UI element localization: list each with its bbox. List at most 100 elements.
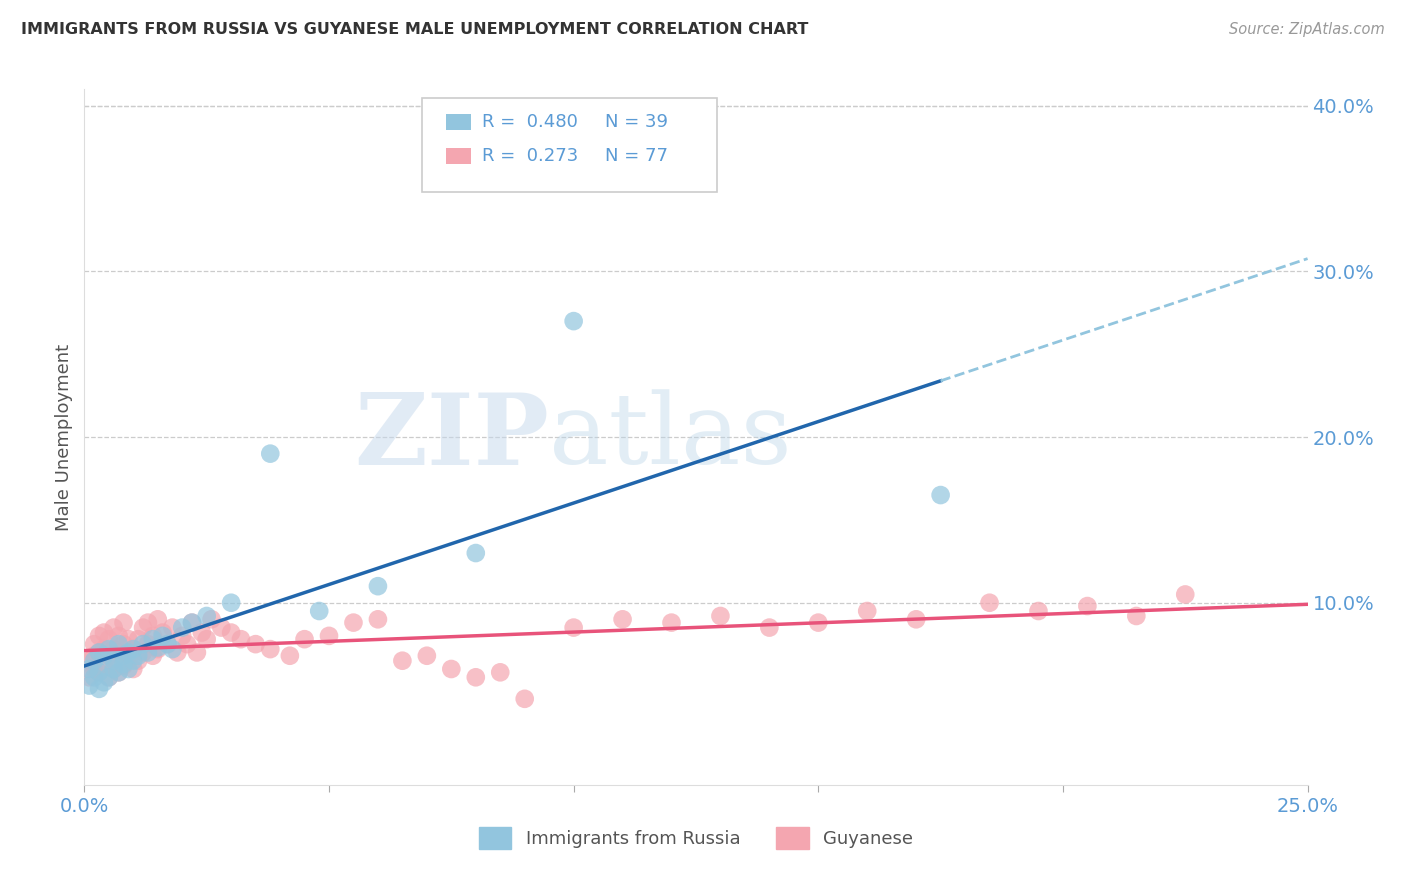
Point xyxy=(219,625,242,640)
Point xyxy=(117,654,139,668)
Point xyxy=(259,642,281,657)
Point xyxy=(127,654,149,668)
Point xyxy=(146,612,169,626)
Point xyxy=(1174,587,1197,601)
Point xyxy=(176,637,198,651)
Point xyxy=(209,621,232,635)
Point xyxy=(152,629,174,643)
Text: atlas: atlas xyxy=(550,389,792,485)
Point xyxy=(142,648,165,663)
Point xyxy=(83,637,105,651)
Point xyxy=(97,642,120,657)
Point xyxy=(107,637,129,651)
Point xyxy=(464,546,486,560)
Legend: Immigrants from Russia, Guyanese: Immigrants from Russia, Guyanese xyxy=(471,820,921,856)
Point xyxy=(93,625,115,640)
Point xyxy=(77,670,100,684)
Point xyxy=(77,662,100,676)
Point xyxy=(162,621,184,635)
Point xyxy=(416,648,439,663)
Point xyxy=(156,637,179,651)
Point xyxy=(122,642,145,657)
Point xyxy=(87,681,110,696)
Point xyxy=(117,645,139,659)
Point xyxy=(142,632,165,647)
Point xyxy=(259,447,281,461)
Point xyxy=(367,612,389,626)
Point xyxy=(200,612,222,626)
Point xyxy=(127,648,149,663)
Point xyxy=(83,670,105,684)
Point xyxy=(172,629,194,643)
Point xyxy=(186,645,208,659)
Text: N = 39: N = 39 xyxy=(605,113,668,131)
Point xyxy=(117,632,139,647)
Point xyxy=(87,629,110,643)
Point xyxy=(136,645,159,659)
Point xyxy=(136,637,159,651)
Point xyxy=(758,621,780,635)
Point xyxy=(152,625,174,640)
Point xyxy=(136,615,159,630)
Point xyxy=(93,642,115,657)
Point xyxy=(166,645,188,659)
Point xyxy=(132,621,155,635)
Point xyxy=(219,596,242,610)
Text: R =  0.273: R = 0.273 xyxy=(482,147,578,165)
Point xyxy=(709,609,731,624)
Point xyxy=(122,642,145,657)
Point xyxy=(122,654,145,668)
Point xyxy=(146,640,169,655)
Point xyxy=(440,662,463,676)
Point xyxy=(181,615,204,630)
Point xyxy=(342,615,364,630)
Point xyxy=(856,604,879,618)
Point xyxy=(562,621,585,635)
Point xyxy=(929,488,952,502)
Point xyxy=(162,642,184,657)
Text: R =  0.480: R = 0.480 xyxy=(482,113,578,131)
Point xyxy=(93,658,115,673)
Point xyxy=(112,615,135,630)
Point xyxy=(122,662,145,676)
Point xyxy=(97,670,120,684)
Point xyxy=(172,621,194,635)
Point xyxy=(1076,599,1098,613)
Point xyxy=(127,632,149,647)
Point xyxy=(905,612,928,626)
Text: N = 77: N = 77 xyxy=(605,147,668,165)
Point xyxy=(464,670,486,684)
Point xyxy=(807,615,830,630)
Point xyxy=(391,654,413,668)
Point xyxy=(181,615,204,630)
Point xyxy=(156,637,179,651)
Point xyxy=(103,642,125,657)
Point xyxy=(77,654,100,668)
Point xyxy=(97,670,120,684)
Point xyxy=(513,691,536,706)
Point xyxy=(1028,604,1050,618)
Text: IMMIGRANTS FROM RUSSIA VS GUYANESE MALE UNEMPLOYMENT CORRELATION CHART: IMMIGRANTS FROM RUSSIA VS GUYANESE MALE … xyxy=(21,22,808,37)
Point xyxy=(107,629,129,643)
Text: ZIP: ZIP xyxy=(354,389,550,485)
Point xyxy=(87,665,110,680)
Point xyxy=(229,632,252,647)
Point xyxy=(294,632,316,647)
Point xyxy=(97,648,120,663)
Point xyxy=(83,654,105,668)
Point xyxy=(112,657,135,671)
Point xyxy=(97,632,120,647)
Point xyxy=(562,314,585,328)
Point xyxy=(112,658,135,673)
Point xyxy=(112,637,135,651)
Point xyxy=(367,579,389,593)
Point xyxy=(103,654,125,668)
Point xyxy=(93,675,115,690)
Point xyxy=(87,665,110,680)
Point xyxy=(612,612,634,626)
Point xyxy=(195,632,218,647)
Point xyxy=(112,648,135,663)
Point xyxy=(77,679,100,693)
Point xyxy=(1125,609,1147,624)
Point xyxy=(93,648,115,663)
